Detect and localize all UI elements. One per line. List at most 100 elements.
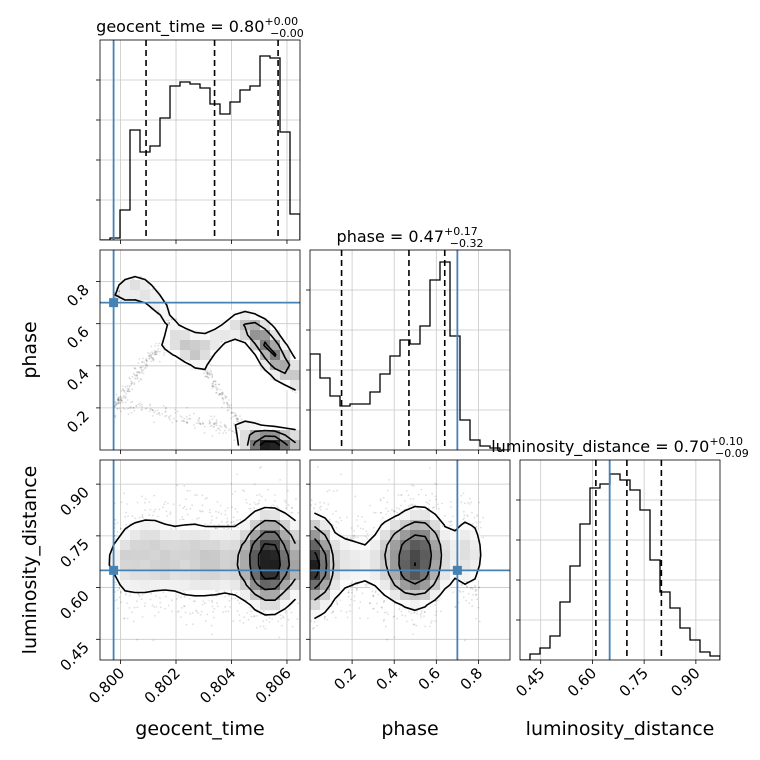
sample-point — [155, 350, 158, 352]
contour-line — [252, 341, 288, 446]
sample-point — [119, 395, 122, 398]
sample-point — [159, 606, 162, 609]
sample-point — [218, 392, 221, 395]
sample-point — [213, 386, 216, 388]
density-cell — [200, 360, 211, 371]
sample-point — [171, 610, 173, 613]
sample-point — [232, 430, 235, 433]
sample-point — [185, 421, 188, 423]
sample-point — [136, 376, 139, 379]
histogram-luminosity_distance — [520, 473, 720, 660]
sample-point — [220, 426, 223, 428]
sample-point — [253, 615, 256, 618]
sample-point — [224, 509, 227, 512]
sample-point — [127, 413, 130, 415]
sample-point — [219, 421, 222, 424]
sample-point — [126, 387, 129, 390]
sample-point — [161, 413, 164, 415]
sample-point — [228, 404, 231, 407]
density-cell — [270, 440, 281, 450]
sample-point — [223, 402, 225, 405]
sample-point — [126, 399, 129, 401]
sample-point — [145, 365, 148, 367]
sample-point — [279, 614, 282, 617]
histogram-geocent_time — [100, 55, 300, 240]
sample-point — [220, 392, 223, 395]
sample-point — [227, 409, 230, 411]
sample-point — [144, 407, 147, 410]
sample-point — [118, 402, 120, 404]
sample-point — [140, 368, 143, 371]
density-cell — [220, 320, 231, 331]
sample-point — [133, 373, 136, 376]
sample-point — [236, 418, 239, 421]
sample-point — [136, 371, 139, 374]
density-cell — [290, 360, 300, 371]
sample-point — [128, 407, 131, 409]
sample-point — [216, 427, 219, 430]
density-cell — [220, 330, 231, 341]
sample-point — [125, 396, 128, 399]
sample-point — [116, 599, 118, 601]
sample-point — [189, 417, 192, 420]
sample-point — [277, 620, 280, 623]
sample-point — [167, 604, 170, 607]
sample-point — [142, 357, 145, 360]
sample-point — [262, 620, 265, 623]
sample-point — [146, 360, 149, 363]
sample-point — [136, 375, 138, 377]
sample-point — [141, 616, 144, 618]
sample-point — [152, 514, 154, 517]
sample-point — [125, 392, 127, 395]
sample-point — [228, 594, 231, 597]
density-cell — [160, 300, 171, 311]
sample-point — [235, 592, 238, 594]
sample-point — [114, 402, 117, 405]
sample-point — [119, 528, 122, 530]
sample-point — [117, 402, 120, 405]
sample-point — [144, 366, 147, 369]
density-cell — [250, 440, 261, 450]
density-cell — [280, 440, 291, 450]
sample-point — [213, 422, 215, 425]
sample-point — [227, 527, 230, 530]
sample-point — [122, 389, 125, 392]
sample-point — [132, 372, 135, 375]
sample-point — [120, 501, 123, 504]
sample-point — [192, 412, 195, 415]
sample-point — [123, 389, 126, 392]
sample-point — [117, 401, 120, 403]
sample-point — [234, 597, 237, 600]
sample-point — [146, 365, 149, 367]
sample-point — [186, 421, 189, 424]
sample-point — [221, 396, 224, 399]
sample-point — [138, 358, 141, 360]
sample-point — [157, 350, 160, 353]
sample-point — [201, 504, 204, 507]
sample-point — [235, 414, 238, 417]
sample-point — [137, 371, 140, 374]
density-cell — [190, 360, 201, 371]
sample-point — [148, 410, 151, 412]
sample-point — [195, 422, 198, 424]
sample-point — [155, 606, 158, 608]
sample-point — [204, 375, 207, 378]
sample-point — [148, 501, 151, 504]
sample-point — [131, 381, 134, 384]
density-cell — [130, 290, 141, 301]
sample-point — [199, 509, 201, 512]
sample-point — [126, 385, 128, 388]
sample-point — [156, 409, 159, 412]
sample-point — [117, 397, 120, 400]
sample-point — [129, 407, 132, 409]
sample-point — [206, 370, 209, 373]
sample-point — [152, 357, 155, 359]
sample-point — [179, 415, 182, 418]
sample-point — [225, 521, 228, 524]
sample-point — [236, 417, 239, 419]
sample-point — [256, 615, 259, 617]
sample-point — [143, 605, 146, 608]
sample-point — [215, 422, 218, 425]
sample-point — [118, 290, 120, 293]
